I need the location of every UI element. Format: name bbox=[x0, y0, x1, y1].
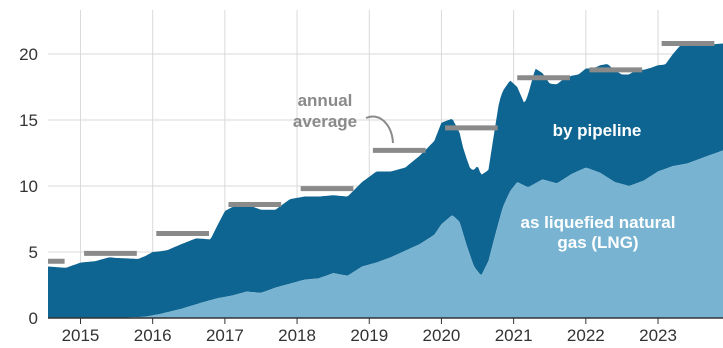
x-tick-label: 2020 bbox=[423, 326, 461, 345]
y-tick-label: 0 bbox=[29, 309, 38, 328]
annual-average-label: average bbox=[293, 112, 357, 131]
annual-average-markers bbox=[48, 40, 715, 264]
x-tick-label: 2019 bbox=[350, 326, 388, 345]
pipeline-area bbox=[48, 40, 723, 318]
y-tick-label: 15 bbox=[19, 111, 38, 130]
y-tick-label: 20 bbox=[19, 45, 38, 64]
x-tick-label: 2021 bbox=[495, 326, 533, 345]
x-tick-label: 2016 bbox=[134, 326, 172, 345]
x-tick-label: 2022 bbox=[567, 326, 605, 345]
annual-average-label: annual bbox=[298, 91, 353, 110]
axes: 0 5 10 15 20 2015 2016 2017 2018 2019 2020 2021 2022… bbox=[19, 45, 723, 345]
x-tick-label: 2017 bbox=[206, 326, 244, 345]
lng-series-label: gas (LNG) bbox=[557, 233, 638, 252]
y-tick-label: 5 bbox=[29, 243, 38, 262]
lng-area bbox=[48, 150, 723, 318]
annotations: annual average by pipeline as liquefied nat… bbox=[293, 91, 676, 252]
x-tick-label: 2015 bbox=[62, 326, 100, 345]
annual-average-leader bbox=[365, 115, 394, 144]
pipeline-series-label: by pipeline bbox=[553, 121, 642, 140]
y-tick-label: 10 bbox=[19, 177, 38, 196]
x-tick-label: 2018 bbox=[278, 326, 316, 345]
lng-series-label: as liquefied natural bbox=[521, 213, 676, 232]
x-tick-label: 2023 bbox=[639, 326, 677, 345]
stacked-areas bbox=[48, 40, 723, 318]
